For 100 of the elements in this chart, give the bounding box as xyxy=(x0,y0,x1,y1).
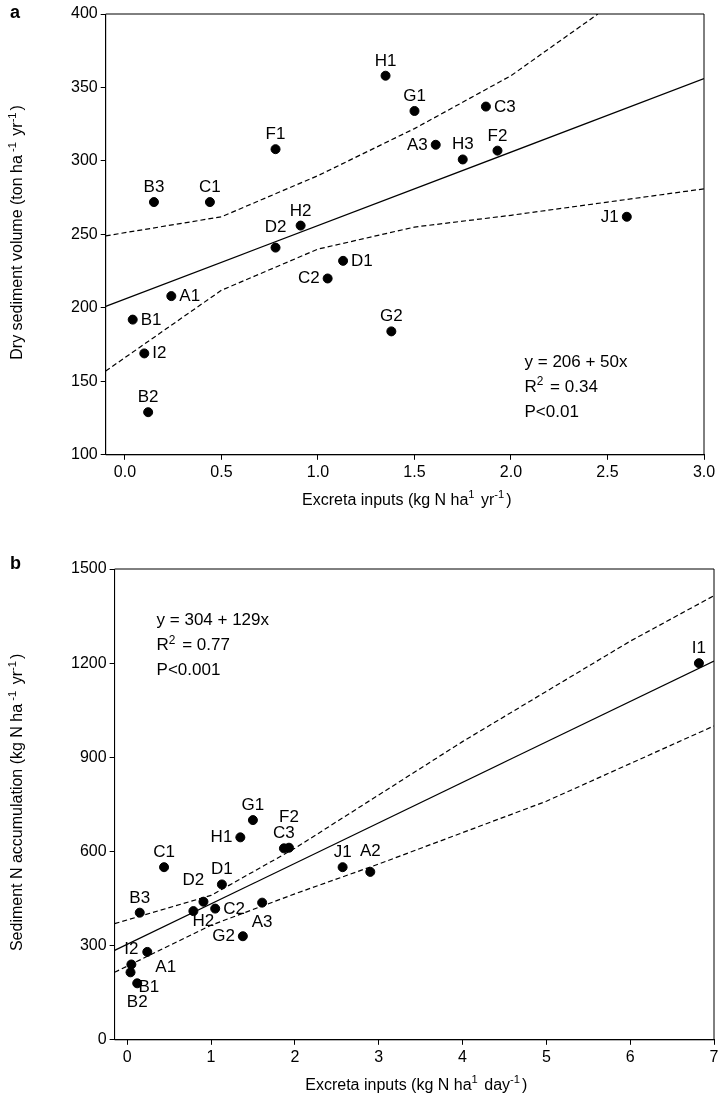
point xyxy=(430,139,441,150)
point xyxy=(235,832,246,843)
annotation: D1 xyxy=(211,859,233,879)
annotation: H2 xyxy=(289,200,312,220)
annotation: A1 xyxy=(155,956,177,976)
point xyxy=(139,348,150,359)
annotation: G1 xyxy=(403,85,426,105)
point xyxy=(166,291,177,302)
annotation: y = 304 + 129x xyxy=(156,610,270,630)
point xyxy=(237,931,248,942)
annotation: C1 xyxy=(199,177,221,197)
annotation: A1 xyxy=(179,286,201,306)
point xyxy=(386,326,397,337)
annotation: F2 xyxy=(279,806,299,826)
y-tick-label: 1200 xyxy=(71,653,107,671)
annotation: A3 xyxy=(251,911,273,931)
point xyxy=(338,255,349,266)
x-tick-label: 6 xyxy=(625,1047,635,1065)
y-tick-label: 1500 xyxy=(71,559,107,577)
x-tick-label: 0 xyxy=(122,1047,132,1065)
point xyxy=(216,879,227,890)
chart-title: a xyxy=(10,1,21,22)
chart-title: b xyxy=(10,552,21,573)
x-tick-label: 0.5 xyxy=(210,462,233,480)
annotation: B1 xyxy=(140,309,162,329)
annotation: P<0.01 xyxy=(524,401,579,421)
annotation: F2 xyxy=(487,125,508,145)
point xyxy=(198,896,209,907)
annotation: C1 xyxy=(153,842,175,862)
x-tick-label: 0.0 xyxy=(113,462,137,480)
annotation: H2 xyxy=(192,910,215,930)
point xyxy=(295,220,306,231)
point xyxy=(365,866,376,877)
annotation: G2 xyxy=(212,926,235,946)
point xyxy=(204,197,215,208)
y-tick-label: 300 xyxy=(70,151,98,169)
point xyxy=(380,70,391,81)
annotation: y = 206 + 50x xyxy=(524,351,629,371)
annotation: B3 xyxy=(129,887,151,907)
annotation: H1 xyxy=(374,50,397,70)
point xyxy=(247,815,258,826)
y-tick-label: 0 xyxy=(97,1030,107,1048)
point xyxy=(125,967,136,978)
y-tick-label: 900 xyxy=(79,747,107,765)
y-tick-label: 150 xyxy=(70,371,98,389)
annotation: D1 xyxy=(351,250,373,270)
x-tick-label: 1.5 xyxy=(403,462,426,480)
annotation: J1 xyxy=(333,842,352,862)
annotation: G1 xyxy=(241,795,265,815)
point xyxy=(270,242,281,253)
x-tick-label: 1 xyxy=(206,1047,216,1065)
x-tick-label: 2.0 xyxy=(499,462,523,480)
y-tick-label: 250 xyxy=(70,224,98,242)
x-tick-label: 5 xyxy=(541,1047,551,1065)
annotation: B2 xyxy=(126,992,148,1012)
annotation: G2 xyxy=(380,306,403,326)
y-tick-label: 600 xyxy=(79,841,107,859)
x-tick-label: 3 xyxy=(374,1047,384,1065)
annotation: H3 xyxy=(451,134,474,154)
annotation: D2 xyxy=(264,216,287,236)
annotation: H1 xyxy=(210,827,233,847)
y-tick-label: 400 xyxy=(70,4,98,22)
x-tick-label: 3.0 xyxy=(692,462,716,480)
point xyxy=(148,197,159,208)
point xyxy=(142,946,153,957)
point xyxy=(480,101,491,112)
point xyxy=(127,314,138,325)
x-tick-label: 2.5 xyxy=(596,462,619,480)
annotation: A3 xyxy=(406,134,428,154)
point xyxy=(693,658,704,669)
annotation: C3 xyxy=(273,823,295,843)
x-tick-label: 4 xyxy=(458,1047,468,1065)
point xyxy=(210,903,221,914)
annotation: C3 xyxy=(493,96,516,116)
annotation: A2 xyxy=(359,840,381,860)
annotation: B2 xyxy=(137,387,159,407)
point xyxy=(409,105,420,116)
annotation: B3 xyxy=(143,177,165,197)
y-tick-label: 100 xyxy=(70,445,98,463)
point xyxy=(257,897,268,908)
annotation: C2 xyxy=(223,898,245,918)
x-tick-label: 2 xyxy=(290,1047,300,1065)
point xyxy=(134,907,145,918)
annotation: I2 xyxy=(124,939,139,959)
annotation: I2 xyxy=(152,343,167,363)
annotation: P<0.001 xyxy=(156,660,221,680)
point xyxy=(337,862,348,873)
x-tick-label: 7 xyxy=(709,1047,719,1065)
point xyxy=(492,145,503,156)
y-tick-label: 350 xyxy=(70,77,98,95)
annotation: I1 xyxy=(691,638,707,658)
annotation: D2 xyxy=(182,870,205,890)
y-tick-label: 300 xyxy=(79,936,107,954)
annotation: J1 xyxy=(600,206,619,226)
point xyxy=(159,862,170,873)
point xyxy=(322,273,333,284)
point xyxy=(143,407,154,418)
point xyxy=(270,144,281,155)
point xyxy=(621,211,632,222)
annotation: F1 xyxy=(265,124,286,144)
